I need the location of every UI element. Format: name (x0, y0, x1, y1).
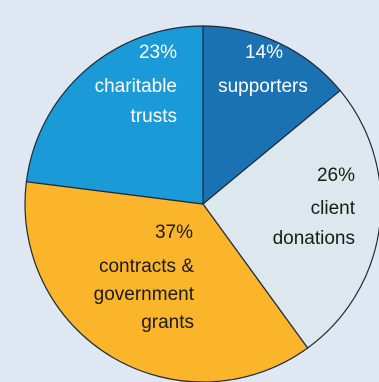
slice-charitable-trusts-percent: 23% (139, 42, 177, 63)
slice-client-donations-percent: 26% (317, 165, 355, 186)
slice-charitable-trusts-label-line2: trusts (131, 106, 177, 127)
pie-slice-charitable-trusts (25, 25, 204, 205)
pie-slice-client-donations (202, 89, 379, 349)
pie-slice-contracts-government-grants (24, 181, 309, 382)
slice-supporters-percent: 14% (245, 42, 283, 63)
slice-contracts-percent: 37% (155, 222, 193, 243)
slice-contracts-label-line3: grants (141, 312, 194, 333)
slice-client-donations-label-line2: donations (273, 228, 355, 249)
slice-contracts-label-line2: government (94, 284, 195, 305)
slice-charitable-trusts-label-line1: charitable (95, 76, 177, 97)
pie-slices (24, 25, 379, 382)
slice-supporters-label: supporters (218, 76, 308, 97)
slice-contracts-label-line1: contracts & (99, 256, 194, 277)
pie-labels: 14% supporters 26% client donations 37% … (94, 42, 356, 333)
pie-slice-supporters (202, 25, 341, 206)
slice-client-donations-label-line1: client (311, 198, 356, 219)
